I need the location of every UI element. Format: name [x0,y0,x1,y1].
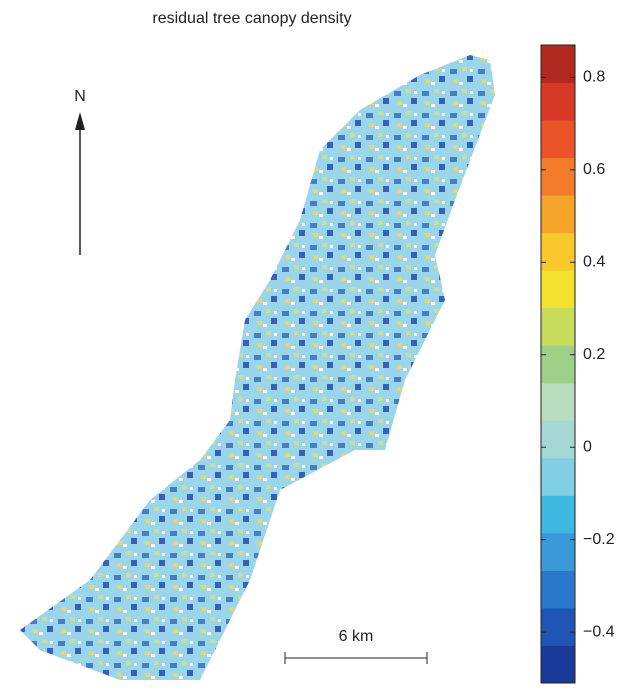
colorbar-band [541,307,575,346]
colorbar-band [541,607,575,646]
colorbar-band [541,457,575,496]
colorbar-band [541,157,575,196]
colorbar-tick-label: 0.6 [583,161,605,178]
colorbar-band [541,120,575,159]
colorbar-band [541,345,575,384]
map-title: residual tree canopy density [152,10,351,27]
colorbar-tick-label: 0.2 [583,346,605,363]
colorbar-band [541,45,575,84]
colorbar-band [541,420,575,459]
north-arrowhead [75,112,85,130]
colorbar-band [541,532,575,571]
colorbar-tick-label: 0.4 [583,254,605,271]
colorbar-tick-label: 0 [583,438,592,455]
colorbar-band [541,195,575,234]
colorbar-band [541,645,575,684]
colorbar-band [541,82,575,121]
colorbar-tick-label: −0.2 [583,531,615,548]
colorbar-band [541,270,575,309]
colorbar-tick-label: 0.8 [583,69,605,86]
colorbar-band [541,495,575,534]
scale-label: 6 km [339,628,374,645]
north-label: N [74,88,86,105]
colorbar-band [541,570,575,609]
study-area [20,55,495,680]
colorbar-band [541,382,575,421]
colorbar-tick-label: −0.4 [583,623,615,640]
colorbar-frame [540,44,576,684]
colorbar-band [541,232,575,271]
